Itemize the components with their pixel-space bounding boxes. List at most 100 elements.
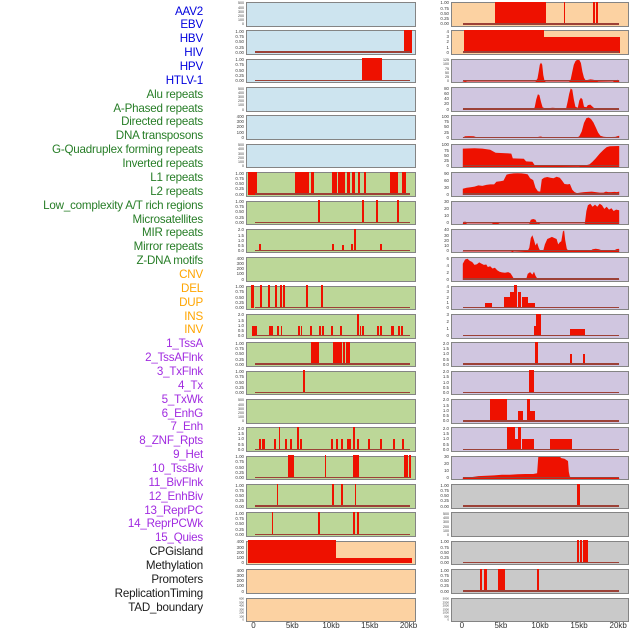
area-polygon (462, 230, 620, 252)
data-bar (267, 285, 270, 308)
data-bar (498, 568, 506, 592)
track-label-cpgisland: CPGisland (149, 545, 203, 559)
y-tick-label: 0.00 (235, 305, 244, 311)
y-tick-label: 0.0 (237, 248, 244, 254)
track-label-hbv: HBV (179, 32, 203, 46)
data-bar (403, 29, 413, 53)
zero-baseline (254, 505, 410, 507)
y-tick-label: 0.50 (235, 209, 244, 215)
y-tick-label: 0 (241, 135, 244, 140)
data-bar (258, 243, 261, 252)
x-tick-label-right-20kb: 20kb (609, 620, 627, 630)
data-bar (336, 439, 339, 450)
y-tick-label: 200 (236, 578, 244, 584)
y-tick-label: 0.50 (235, 493, 244, 499)
y-tick-label: 4 (446, 262, 449, 268)
track-label-1-tssa: 1_TssA (166, 337, 203, 351)
track-plot-4-tx (451, 143, 629, 169)
data-bar (318, 200, 320, 223)
data-bar (484, 568, 487, 592)
zero-baseline (254, 363, 410, 365)
data-bar (596, 1, 598, 25)
y-tick-label: 0 (241, 276, 244, 282)
track-plot-10-tssbiv (451, 313, 629, 339)
y-tick-label: 30 (444, 184, 449, 190)
y-tick-label: 400 (237, 402, 244, 407)
track-label-dup: DUP (179, 295, 203, 309)
data-bar (354, 483, 357, 507)
data-bar (362, 58, 382, 82)
y-tick-label: 1.5 (237, 431, 244, 437)
data-bar (569, 329, 585, 337)
y-tick-label: 200 (442, 524, 449, 529)
data-bar (297, 325, 300, 337)
zero-baseline (254, 533, 410, 535)
y-tick-label: 500 (239, 600, 244, 604)
data-bar (583, 353, 586, 365)
track-label-dna-transposons: DNA transposons (115, 129, 203, 143)
y-tick-label: 125 (442, 57, 449, 62)
y-tick-label: 0 (446, 220, 449, 226)
y-tick-label: 500 (237, 398, 244, 403)
track-label-6-enhg: 6_EnhG (161, 406, 204, 420)
y-tick-label: 0.5 (442, 385, 449, 390)
track-plot-dna-transposons (246, 257, 416, 282)
data-bar (351, 243, 354, 252)
zero-baseline (254, 249, 410, 252)
data-bar (280, 325, 283, 337)
y-tick-label: 0.0 (442, 361, 449, 367)
y-tick-label: 0 (241, 163, 244, 168)
x-tick-label-middle-10kb: 10kb (322, 620, 340, 630)
area-polygon (462, 203, 620, 224)
y-tick-label: 25 (444, 74, 449, 79)
y-tick-label: 10 (444, 468, 449, 474)
y-tick-label: 2.0 (442, 426, 449, 431)
track-plot-htlv-1 (246, 143, 416, 169)
track-label-ebv: EBV (180, 18, 203, 32)
track-label-mir-repeats: MIR repeats (142, 226, 203, 240)
data-bar (247, 540, 336, 564)
data-bar (521, 439, 534, 450)
y-tick-label: 0.00 (235, 361, 244, 367)
x-tick-label-middle-5kb: 5kb (285, 620, 299, 630)
data-bar (262, 439, 265, 450)
data-bar (271, 512, 274, 535)
data-bar (289, 439, 292, 450)
y-tick-label: 60 (444, 177, 449, 183)
x-tick-label-right-0: 0 (459, 620, 465, 630)
y-tick-label: 0 (446, 333, 449, 339)
y-tick-label: 20 (444, 206, 449, 212)
y-tick-label: 2 (446, 294, 449, 300)
y-tick-label: 0.50 (235, 351, 244, 357)
y-tick-label: 400 (442, 515, 449, 520)
zero-baseline (462, 278, 620, 280)
y-tick-label: 10 (444, 243, 449, 249)
data-bar (275, 285, 278, 308)
track-plot-low-complexity-a-t-rich-regions (246, 399, 416, 424)
y-tick-label: 500 (442, 511, 449, 516)
y-tick-label: 1.0 (442, 351, 449, 357)
y-tick-label: 300 (237, 151, 244, 156)
data-bar (309, 325, 312, 337)
y-tick-label: 0.75 (440, 573, 449, 579)
track-label-8-znf-rpts: 8_ZNF_Rpts (139, 434, 203, 448)
y-tick-label: 0.0 (442, 418, 449, 424)
y-tick-label: 100 (237, 414, 244, 419)
y-tick-label: 0.00 (235, 390, 244, 396)
zero-baseline (462, 51, 620, 53)
track-plot-l2-repeats (246, 370, 416, 396)
y-tick-label: 100 (236, 583, 244, 589)
area-polygon (462, 145, 620, 167)
y-tick-label: 600 (239, 597, 244, 601)
y-tick-label: 0.25 (235, 186, 244, 192)
data-bar (318, 325, 322, 337)
area-series (462, 456, 620, 479)
y-tick-label: 3 (446, 312, 449, 318)
track-label-replicationtiming: ReplicationTiming (114, 586, 204, 600)
area-series (462, 59, 620, 82)
y-tick-label: 0.0 (442, 390, 449, 396)
data-bar (528, 370, 534, 394)
y-tick-label: 0.75 (440, 488, 449, 493)
track-label-promoters: Promoters (151, 572, 203, 586)
area-series (462, 173, 620, 196)
